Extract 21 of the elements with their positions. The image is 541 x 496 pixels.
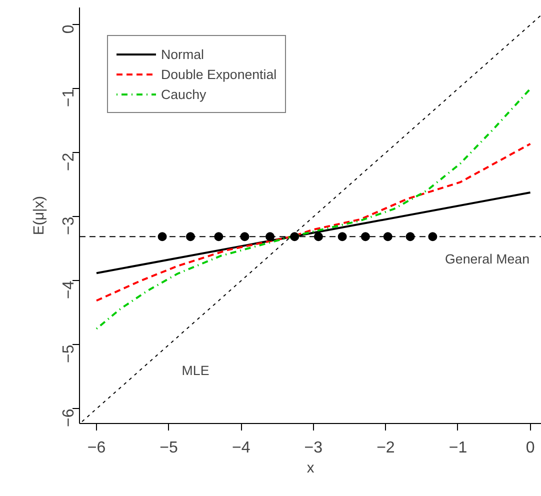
y-tick-label: −3	[60, 216, 78, 236]
y-tick-label: −1	[60, 88, 78, 108]
y-tick-label: −5	[60, 344, 78, 364]
legend-label: Double Exponential	[161, 66, 277, 82]
legend-label: Cauchy	[161, 86, 206, 102]
y-tick-label: 0	[60, 24, 78, 34]
x-tick-label: −5	[160, 440, 178, 456]
legend-label: Normal	[161, 46, 204, 62]
y-tick-label: −2	[60, 152, 78, 172]
annotation: MLE	[182, 363, 210, 378]
x-tick-label: −4	[232, 440, 250, 456]
y-tick-label: −4	[60, 280, 78, 300]
y-axis-title: E(μ|x)	[32, 196, 48, 236]
x-axis-title: x	[306, 460, 315, 476]
x-tick-label: −1	[448, 440, 468, 456]
y-tick-label: −6	[60, 408, 78, 428]
x-tick-label: −2	[376, 440, 395, 456]
x-tick-label: −3	[304, 440, 323, 456]
ref-line-label: General Mean	[445, 252, 530, 267]
x-tick-label: 0	[526, 440, 535, 456]
x-tick-label: −6	[87, 440, 106, 456]
